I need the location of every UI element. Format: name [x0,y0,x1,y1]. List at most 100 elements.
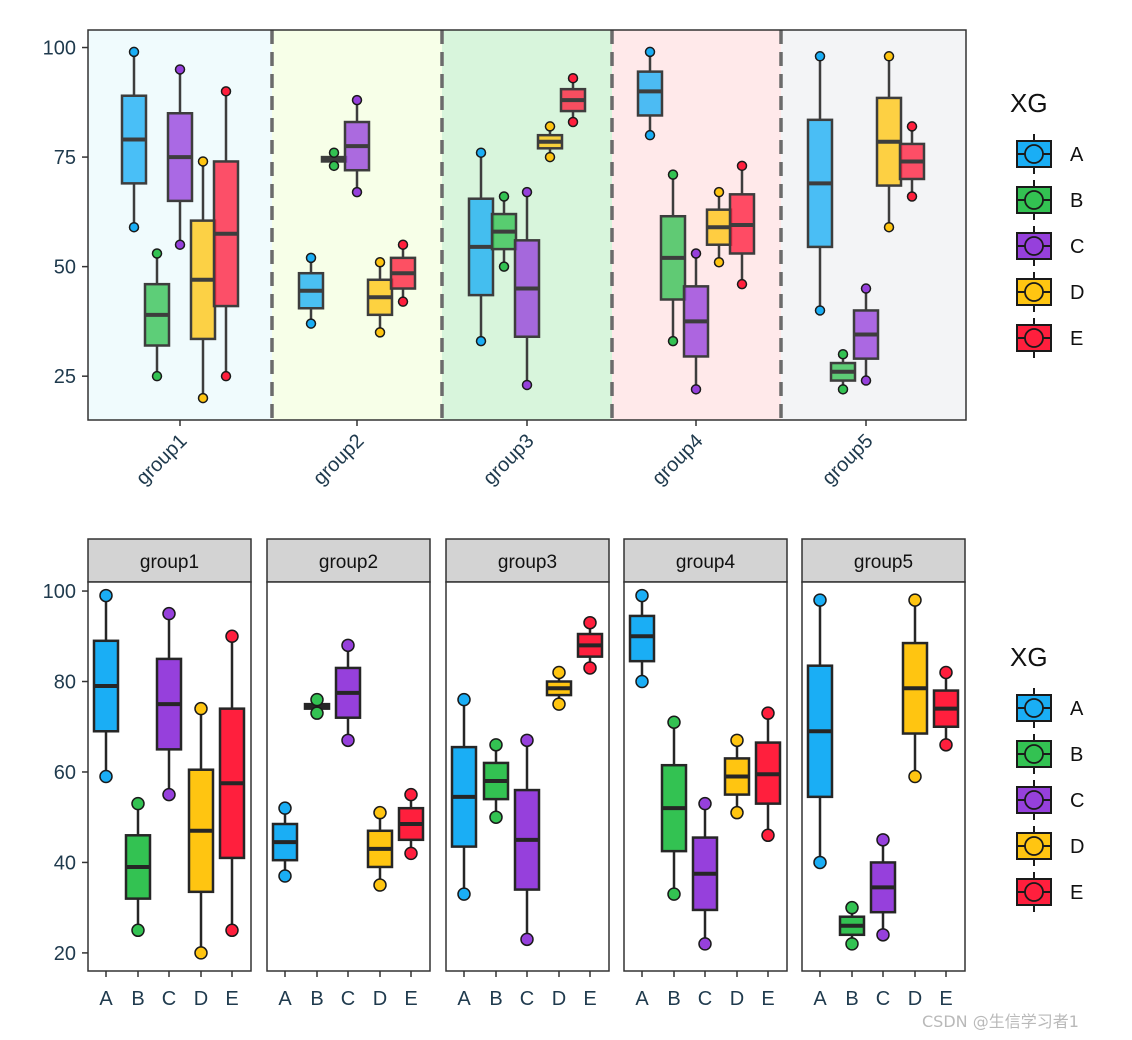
top-group4-B-min-point [667,335,679,347]
top-group2-D-max-point [374,256,386,268]
watermark-text: CSDN @生信学习者1 [922,1012,1079,1031]
top-group4-D-min-point [713,256,725,268]
top-group4-C-min-point [690,384,702,395]
top-y-tick-label: 100 [43,38,76,60]
facet-strip-group5 [801,538,966,583]
top-group1-D-min-point [197,392,209,404]
bottom-x-tick-label: A [99,988,113,1010]
top-group3-A-max-point [475,147,487,158]
bottom-group5-E-min-point [939,738,953,752]
legend-label-E: E [1070,328,1083,350]
top-group2-A-min-point [305,318,317,329]
top-boxplot-panel: 25 50 75 100 group1 group2 group3 group4 group5 [43,29,967,490]
bottom-group5-C-min-point [876,928,890,942]
top-x-tick-label: group4 [648,430,708,490]
bottom-x-tick-label: D [194,988,208,1010]
bottom-x-tick-label: D [908,988,922,1010]
bottom-group4-C-min-point [698,937,712,951]
facet-strip-label-group3: group3 [498,552,557,573]
top-group1-B-max-point [151,248,163,259]
top-group1-E-min-point [220,370,232,382]
top-x-tick-label: group5 [818,430,878,490]
bottom-x-tick-label: A [813,988,827,1010]
bottom-group3-A-min-point [457,887,471,901]
legend-key-point-A [1024,144,1044,164]
bottom-group1-C-min-point [162,787,176,802]
top-group3-D-max-point [544,121,556,132]
bottom-group5-D-min-point [908,769,922,784]
top-group3-C-min-point [521,379,533,391]
bottom-group4-A-box [628,614,656,663]
legend-bottom: XG A B C D E [1010,642,1084,912]
top-group3-E-max-point [567,72,579,84]
bottom-group1-B-max-point [131,796,145,811]
legend-label-D: D [1070,282,1084,304]
bottom-group5-B-max-point [845,900,859,915]
bottom-x-tick-label: E [404,988,417,1010]
bottom-group2-D-max-point [373,805,387,820]
top-group3-B-min-point [498,261,510,272]
top-group5-D-max-point [883,51,895,62]
top-group2-E-min-point [397,296,409,307]
top-group1-C-max-point [174,64,186,75]
bottom-group4-D-min-point [730,805,744,820]
facet-strip-group3 [445,538,610,583]
top-group4-E-min-point [736,278,748,290]
bottom-group3-D-max-point [552,665,566,680]
legend-key-point-A [1024,698,1044,718]
bottom-group4-E-min-point [761,828,775,843]
legend-label-D: D [1070,836,1084,858]
legend-title: XG [1010,642,1048,672]
bottom-group5-A-min-point [813,855,827,870]
top-group2-B-max-point [328,147,340,158]
bottom-group1-D-max-point [194,701,208,716]
bottom-group5-A-max-point [813,593,827,607]
bottom-group3-C-min-point [520,932,534,947]
bottom-x-tick-label: E [761,988,774,1010]
bottom-group1-B-min-point [131,923,145,938]
top-group2-D-min-point [374,327,386,338]
bottom-x-tick-label: C [698,988,712,1010]
top-group2-C-max-point [351,94,363,106]
top-group4-A-max-point [644,46,656,58]
top-group2-C-min-point [351,186,363,198]
top-x-tick-label: group1 [132,430,192,490]
bottom-group4-E-max-point [761,706,775,720]
top-group2-B-min-point [328,160,340,172]
facet-strip-label-group2: group2 [319,552,378,573]
bottom-x-tick-label: C [162,988,176,1010]
bottom-x-tick-label: B [667,988,680,1010]
top-group4-E-max-point [736,160,748,172]
bottom-group2-D-min-point [373,878,387,892]
bottom-x-tick-label: A [635,988,649,1010]
top-group3-E-min-point [567,116,579,128]
legend-label-C: C [1070,236,1084,258]
top-y-tick-label: 75 [54,147,76,169]
top-group5-A-max-point [814,51,826,62]
bottom-group1-D-min-point [194,946,208,960]
bottom-group3-B-min-point [489,810,503,824]
top-group5-C-min-point [860,375,872,386]
bottom-group2-A-max-point [278,801,292,815]
bottom-group4-A-min-point [635,674,649,689]
top-group1-C-min-point [174,239,186,250]
bottom-group3-C-max-point [520,733,534,748]
top-group1-D-max-point [197,156,209,167]
top-group5-A-min-point [814,305,826,316]
bottom-y-tick-label: 20 [54,943,76,965]
bottom-group2-B-min-point [310,706,324,720]
top-group1-A-min-point [128,221,140,233]
top-group3-C-max-point [521,186,533,198]
legend-key-point-E [1024,328,1044,348]
bottom-x-tick-label: A [278,988,292,1010]
bottom-group4-D-max-point [730,733,744,748]
group-background-2 [272,30,442,420]
bottom-group1-E-min-point [225,923,239,938]
bottom-group4-B-max-point [667,715,681,729]
legend-key-point-B [1024,190,1044,210]
bottom-y-tick-label: 60 [54,762,76,784]
top-group2-E-max-point [397,239,409,250]
bottom-group1-A-min-point [99,769,113,784]
top-group4-D-max-point [713,186,725,198]
